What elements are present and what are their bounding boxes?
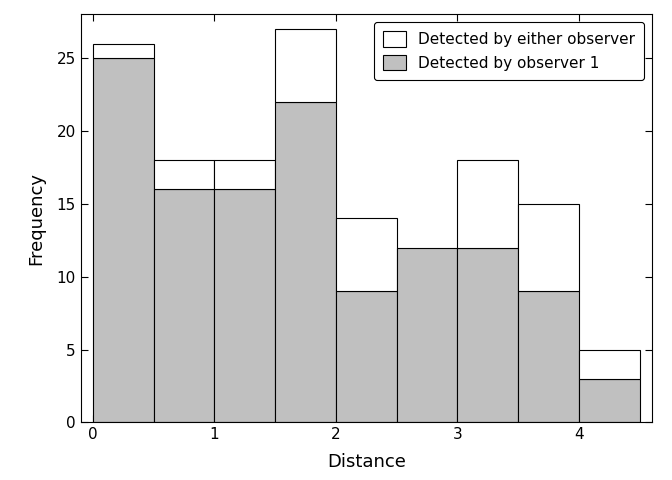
Bar (458, 248, 518, 422)
Bar (214, 189, 275, 422)
Bar (93, 44, 154, 58)
Bar (336, 291, 396, 422)
Bar (336, 218, 396, 291)
Bar (275, 29, 336, 102)
Legend: Detected by either observer, Detected by observer 1: Detected by either observer, Detected by… (374, 22, 644, 80)
Bar (275, 102, 336, 422)
Bar (93, 58, 154, 422)
Bar (458, 160, 518, 248)
Y-axis label: Frequency: Frequency (28, 172, 46, 265)
Bar (518, 291, 579, 422)
Bar (518, 204, 579, 291)
Bar (579, 349, 640, 379)
Bar (396, 248, 458, 422)
Bar (154, 189, 214, 422)
Bar (154, 160, 214, 189)
Bar (214, 160, 275, 189)
X-axis label: Distance: Distance (327, 454, 406, 471)
Bar (579, 379, 640, 422)
